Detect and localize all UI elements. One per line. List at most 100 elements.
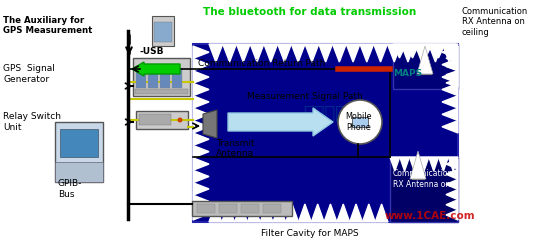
Bar — [352, 117, 368, 127]
Text: Communication
RX Antenna on: Communication RX Antenna on — [393, 169, 453, 189]
FancyArrow shape — [228, 108, 333, 136]
Polygon shape — [324, 204, 337, 222]
Text: GPIB-
Bus: GPIB- Bus — [58, 179, 82, 199]
Polygon shape — [350, 204, 362, 222]
Polygon shape — [432, 44, 445, 58]
Bar — [55, 122, 103, 182]
Polygon shape — [319, 44, 333, 62]
Polygon shape — [209, 44, 223, 62]
Polygon shape — [406, 44, 419, 58]
Polygon shape — [393, 44, 406, 58]
Bar — [133, 58, 190, 96]
Text: Transmit
Antenna: Transmit Antenna — [216, 139, 254, 158]
Polygon shape — [250, 44, 264, 62]
Polygon shape — [446, 200, 458, 210]
Bar — [136, 111, 188, 129]
Polygon shape — [442, 83, 458, 96]
Polygon shape — [428, 44, 442, 62]
Polygon shape — [260, 204, 273, 222]
Polygon shape — [446, 62, 458, 71]
Bar — [148, 68, 158, 88]
Polygon shape — [446, 54, 458, 62]
Polygon shape — [419, 44, 432, 58]
Polygon shape — [285, 204, 299, 222]
Polygon shape — [193, 195, 209, 208]
Text: GPS  Signal
Generator: GPS Signal Generator — [3, 64, 55, 84]
Bar — [139, 114, 171, 125]
Polygon shape — [446, 79, 458, 87]
Polygon shape — [292, 44, 305, 62]
Polygon shape — [236, 44, 250, 62]
Polygon shape — [209, 204, 222, 222]
Polygon shape — [299, 204, 311, 222]
Text: www.1CAE.com: www.1CAE.com — [384, 211, 475, 221]
Bar — [192, 201, 292, 216]
Polygon shape — [442, 121, 458, 133]
Bar — [135, 89, 188, 94]
Polygon shape — [442, 46, 458, 58]
Polygon shape — [193, 108, 209, 121]
Bar — [154, 22, 172, 42]
Polygon shape — [337, 204, 350, 222]
Polygon shape — [222, 204, 234, 222]
Text: Measurement Signal Path: Measurement Signal Path — [247, 92, 363, 101]
Text: MAPS: MAPS — [393, 70, 422, 79]
Polygon shape — [415, 44, 428, 62]
Polygon shape — [234, 204, 248, 222]
Circle shape — [178, 118, 183, 122]
Polygon shape — [442, 58, 458, 71]
Bar — [193, 44, 458, 222]
Polygon shape — [446, 179, 458, 190]
Polygon shape — [446, 190, 458, 200]
Polygon shape — [362, 204, 375, 222]
Polygon shape — [445, 44, 458, 58]
Bar — [241, 204, 259, 213]
Polygon shape — [346, 44, 360, 62]
FancyArrow shape — [132, 62, 180, 76]
Polygon shape — [442, 71, 458, 83]
Polygon shape — [446, 71, 458, 79]
Polygon shape — [248, 204, 260, 222]
Text: The Auxiliary for
GPS Measurement: The Auxiliary for GPS Measurement — [3, 16, 92, 35]
Text: -USB: -USB — [140, 48, 164, 57]
Polygon shape — [390, 157, 400, 171]
Polygon shape — [193, 71, 209, 83]
Bar — [136, 68, 146, 88]
Polygon shape — [193, 208, 209, 220]
Polygon shape — [193, 133, 209, 145]
Polygon shape — [193, 183, 209, 195]
Polygon shape — [193, 121, 209, 133]
Text: The bluetooth for data transmission: The bluetooth for data transmission — [204, 7, 417, 17]
Polygon shape — [193, 170, 209, 183]
Polygon shape — [223, 44, 236, 62]
Polygon shape — [333, 44, 346, 62]
Polygon shape — [311, 204, 324, 222]
Polygon shape — [264, 44, 278, 62]
Text: Mobile
Phone: Mobile Phone — [346, 112, 372, 132]
Polygon shape — [203, 110, 217, 138]
Polygon shape — [373, 44, 387, 62]
Polygon shape — [360, 44, 373, 62]
Bar — [263, 204, 281, 213]
Polygon shape — [193, 58, 209, 71]
Polygon shape — [446, 210, 458, 220]
Polygon shape — [442, 44, 456, 62]
Polygon shape — [278, 44, 292, 62]
Bar — [152, 16, 174, 46]
Polygon shape — [442, 96, 458, 108]
Bar — [197, 204, 215, 213]
Polygon shape — [448, 157, 458, 171]
Circle shape — [338, 100, 382, 144]
Polygon shape — [419, 157, 429, 171]
Bar — [393, 44, 458, 89]
Polygon shape — [193, 46, 209, 58]
Text: Relay Switch
Unit: Relay Switch Unit — [3, 112, 61, 132]
Bar — [172, 68, 182, 88]
Polygon shape — [417, 46, 433, 74]
Polygon shape — [446, 169, 458, 179]
Polygon shape — [446, 46, 458, 54]
Polygon shape — [375, 204, 388, 222]
Polygon shape — [387, 44, 401, 62]
Polygon shape — [429, 157, 438, 171]
Polygon shape — [400, 157, 409, 171]
